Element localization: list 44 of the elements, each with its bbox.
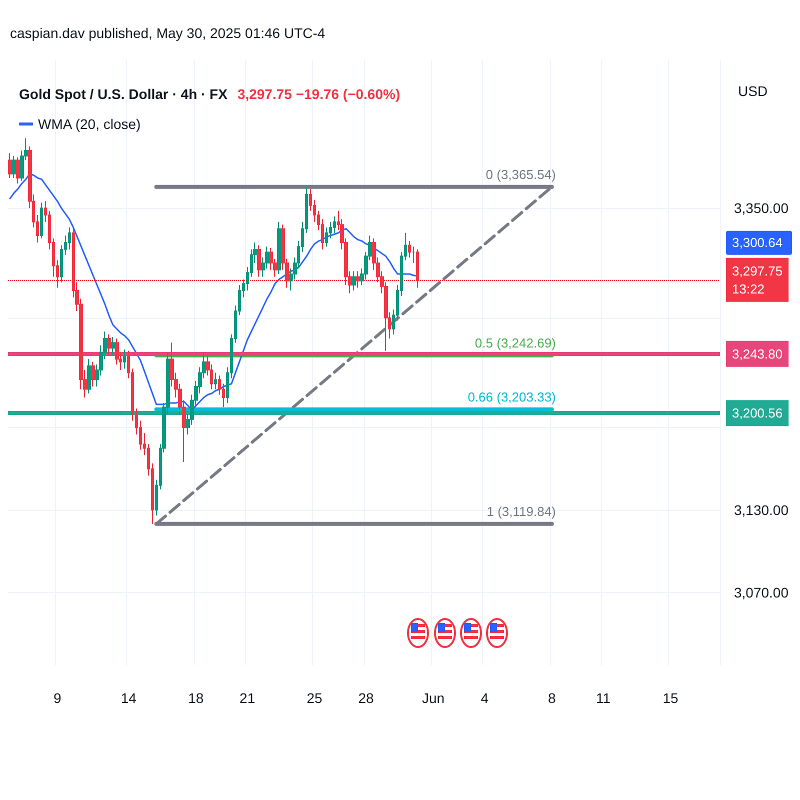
- ref-line-label: 3,297.75 13:22: [732, 263, 783, 296]
- x-tick-label: 21: [240, 690, 256, 706]
- x-tick-label: Jun: [422, 690, 445, 706]
- ref-line-label: 3,243.80: [732, 346, 783, 362]
- y-axis-title: USD: [738, 83, 768, 99]
- candlestick: [16, 156, 20, 184]
- text: 3,300.64: [732, 234, 783, 250]
- x-tick-label: 28: [358, 690, 374, 706]
- text: caspian.dav published, May 30, 2025 01:46 UTC-4: [10, 25, 326, 41]
- candlestick: [257, 244, 261, 278]
- y-tick-label: 3,130.00: [734, 502, 789, 518]
- candlestick: [8, 152, 12, 178]
- series-label: 0 (3,365.54): [486, 166, 556, 182]
- text: Gold Spot / U.S. Dollar · 4h · FX: [19, 86, 228, 102]
- candlestick: [214, 372, 217, 390]
- series-label: 1 (3,119.84): [486, 504, 556, 519]
- candlestick: [91, 361, 95, 388]
- candlestick: [107, 334, 111, 354]
- series-label: 0.5 (3,242.69): [474, 335, 556, 350]
- x-tick-label: 14: [120, 690, 137, 706]
- candlestick: [123, 348, 126, 370]
- candlestick: [87, 358, 91, 394]
- candlestick: [352, 270, 356, 291]
- text: 3,297.75 −19.76 (−0.60%): [237, 86, 400, 102]
- candlestick: [356, 270, 360, 288]
- x-tick-label: 15: [662, 690, 679, 706]
- x-tick-label: 18: [188, 690, 204, 706]
- ref-line-label: 3,200.56: [732, 406, 783, 421]
- candlestick: [412, 246, 415, 264]
- candlestick: [111, 336, 115, 356]
- x-tick-label: 25: [306, 690, 323, 706]
- candlestick: [40, 202, 43, 239]
- y-tick-label: 3,350.00: [734, 200, 789, 216]
- series-label: 0.66 (3,203.33): [468, 389, 556, 404]
- candlestick: [408, 240, 411, 258]
- x-tick-label: 4: [480, 690, 489, 706]
- line-series: [9, 173, 418, 411]
- x-tick-label: 8: [548, 690, 556, 706]
- y-tick-label: 3,070.00: [734, 584, 789, 600]
- x-tick-label: 11: [596, 690, 611, 706]
- candlestick: [277, 221, 281, 275]
- candlestick: [12, 156, 16, 178]
- legend-label: WMA (20, close): [38, 116, 141, 132]
- x-tick-label: 9: [54, 690, 62, 706]
